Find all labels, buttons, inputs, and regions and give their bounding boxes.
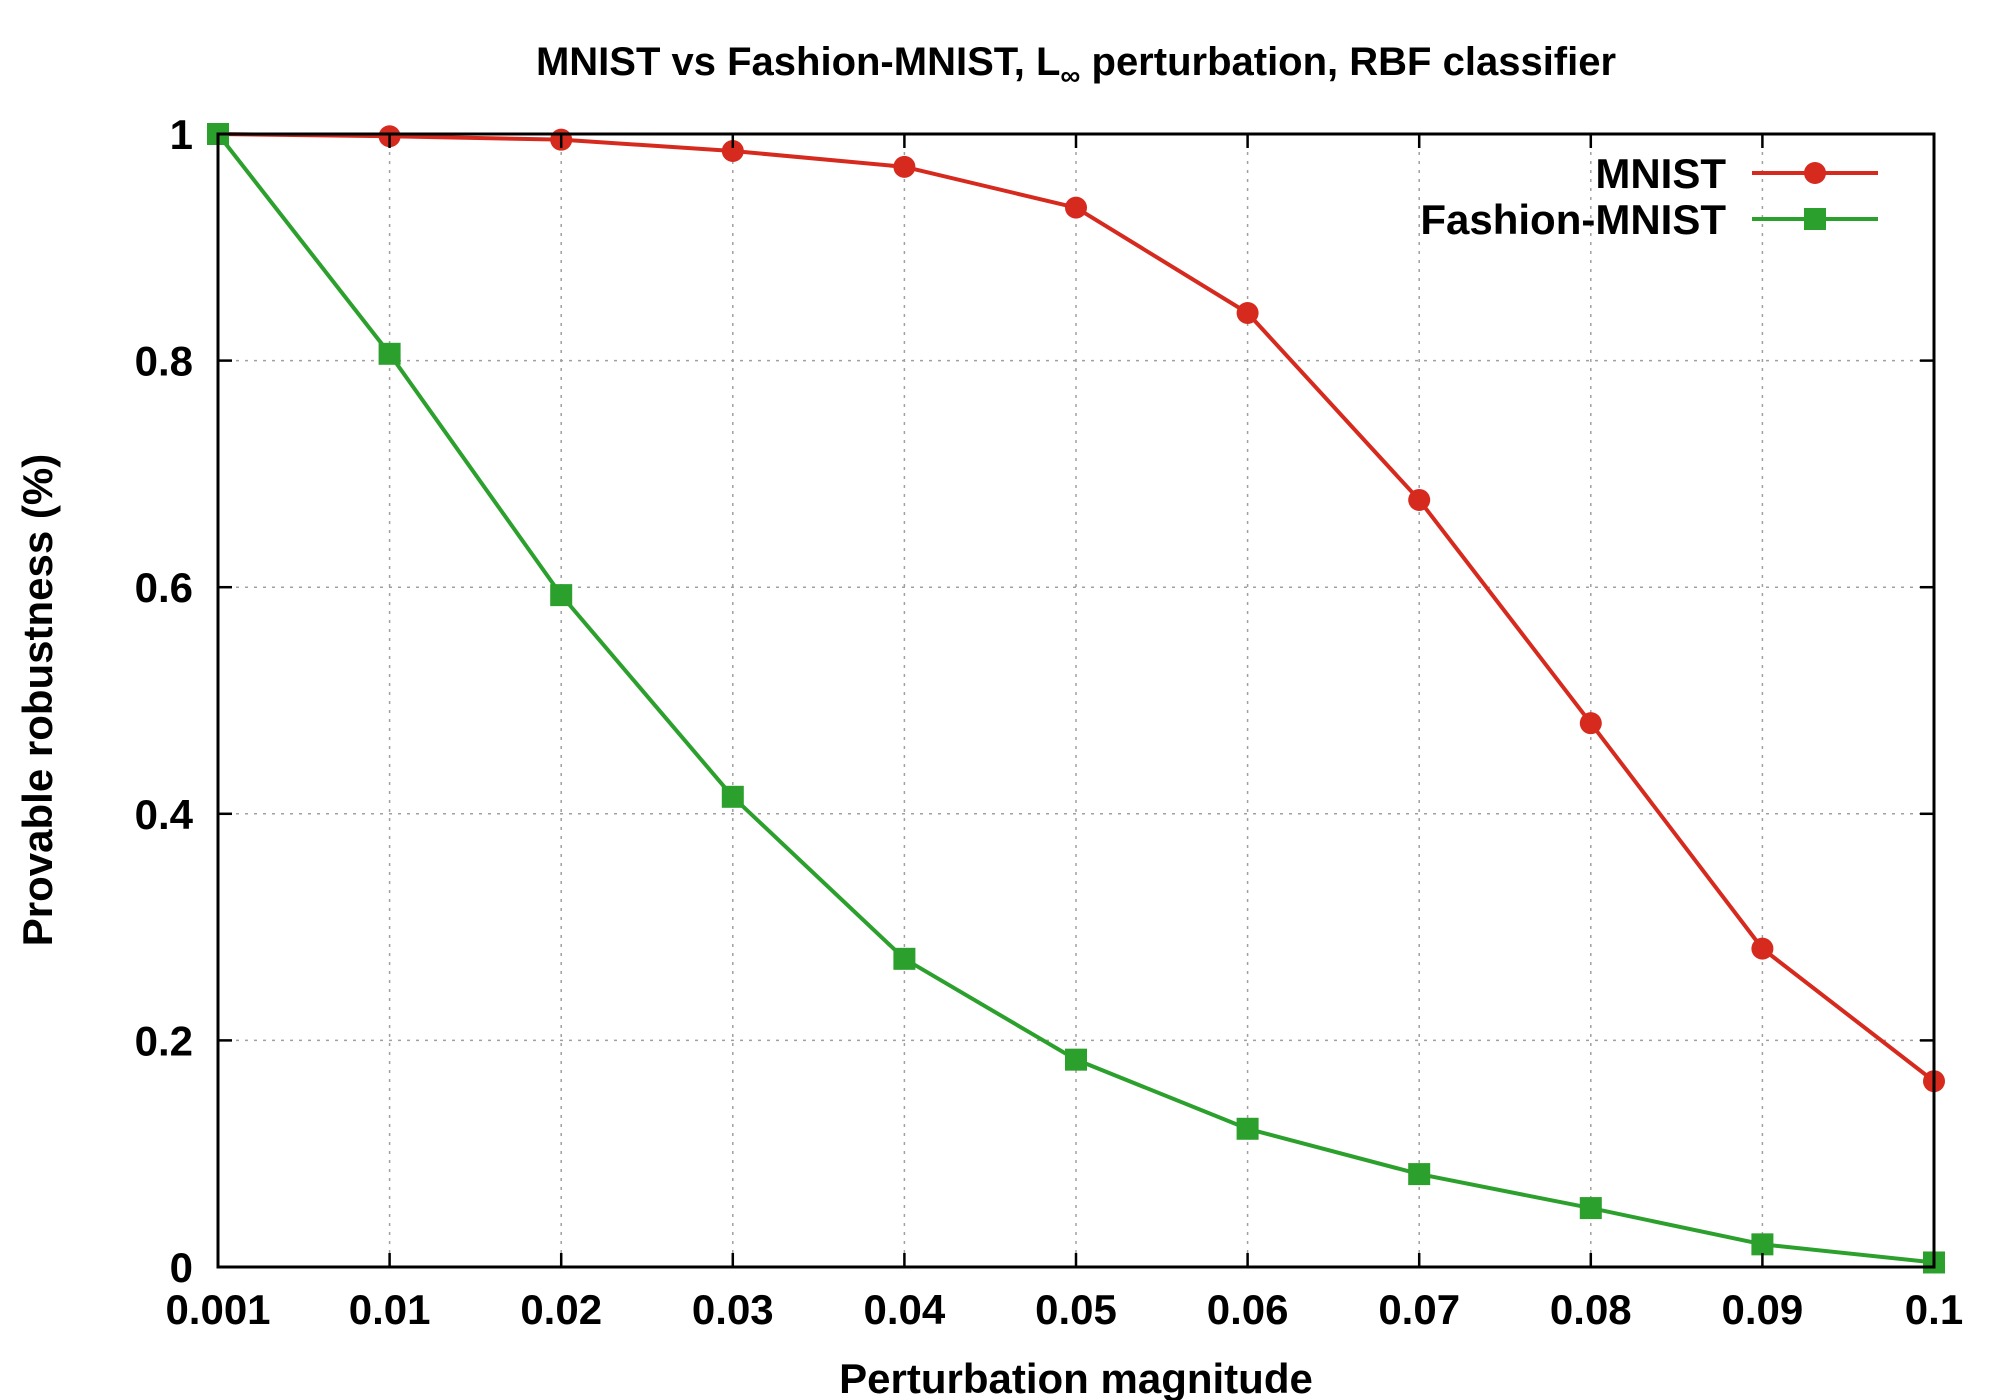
x-tick-label: 0.01	[349, 1286, 431, 1333]
x-tick-label: 0.1	[1905, 1286, 1963, 1333]
series-mnist	[207, 123, 1945, 1093]
data-point-fashion-mnist	[1236, 1117, 1259, 1140]
legend-marker-fashion-mnist	[1804, 208, 1826, 230]
y-tick-label: 0.2	[135, 1017, 193, 1064]
data-point-mnist	[893, 155, 916, 178]
data-point-fashion-mnist	[721, 785, 744, 808]
x-tick-label: 0.05	[1035, 1286, 1117, 1333]
y-axis-label: Provable robustness (%)	[14, 454, 61, 946]
y-tick-label: 1	[170, 111, 193, 158]
y-tick-label: 0.6	[135, 564, 193, 611]
data-point-fashion-mnist	[1408, 1163, 1431, 1186]
chart-title-rest: perturbation, RBF classifier	[1080, 40, 1616, 84]
data-point-mnist	[721, 139, 744, 162]
x-tick-label: 0.07	[1378, 1286, 1460, 1333]
data-point-mnist	[1065, 196, 1087, 219]
data-point-mnist	[1579, 712, 1602, 735]
x-tick-label: 0.001	[165, 1286, 270, 1333]
ticks: 0.001 0.01 0.02 0.03 0.04 0.05 0.06 0.07 0.08 0.0…	[135, 111, 1964, 1333]
chart-title: MNIST vs Fashion-MNIST, L∞ perturbation,…	[536, 40, 1616, 91]
x-tick-label: 0.03	[692, 1286, 774, 1333]
legend-label-mnist: MNIST	[1595, 150, 1726, 197]
legend-marker-mnist	[1804, 162, 1826, 184]
x-tick-label: 0.06	[1207, 1286, 1289, 1333]
data-point-mnist	[1236, 302, 1259, 325]
data-point-mnist	[1408, 488, 1431, 511]
data-point-fashion-mnist	[378, 342, 401, 365]
chart-title-subscript: ∞	[1060, 60, 1080, 91]
data-point-fashion-mnist	[1579, 1197, 1602, 1220]
x-tick-label: 0.09	[1722, 1286, 1804, 1333]
y-tick-label: 0.4	[135, 791, 194, 838]
legend-label-fashion-mnist: Fashion-MNIST	[1420, 196, 1726, 243]
data-point-fashion-mnist	[550, 584, 573, 607]
series	[207, 123, 1945, 1274]
x-tick-label: 0.04	[864, 1286, 946, 1333]
series-fashion-mnist	[207, 123, 1945, 1274]
series-line-mnist	[217, 132, 1936, 1083]
data-point-fashion-mnist	[893, 947, 916, 970]
y-tick-label: 0	[170, 1244, 193, 1291]
grid	[218, 134, 1934, 1267]
x-tick-label: 0.02	[520, 1286, 602, 1333]
series-line-fashion-mnist	[216, 132, 1935, 1265]
x-axis-label: Perturbation magnitude	[839, 1355, 1313, 1400]
y-tick-label: 0.8	[135, 338, 193, 385]
data-point-fashion-mnist	[1065, 1048, 1087, 1071]
legend: MNIST Fashion-MNIST	[1420, 150, 1878, 243]
chart-title-main: MNIST vs Fashion-MNIST, L	[536, 40, 1060, 84]
data-point-mnist	[1751, 937, 1774, 960]
x-tick-label: 0.08	[1550, 1286, 1632, 1333]
data-point-fashion-mnist	[1751, 1233, 1774, 1256]
